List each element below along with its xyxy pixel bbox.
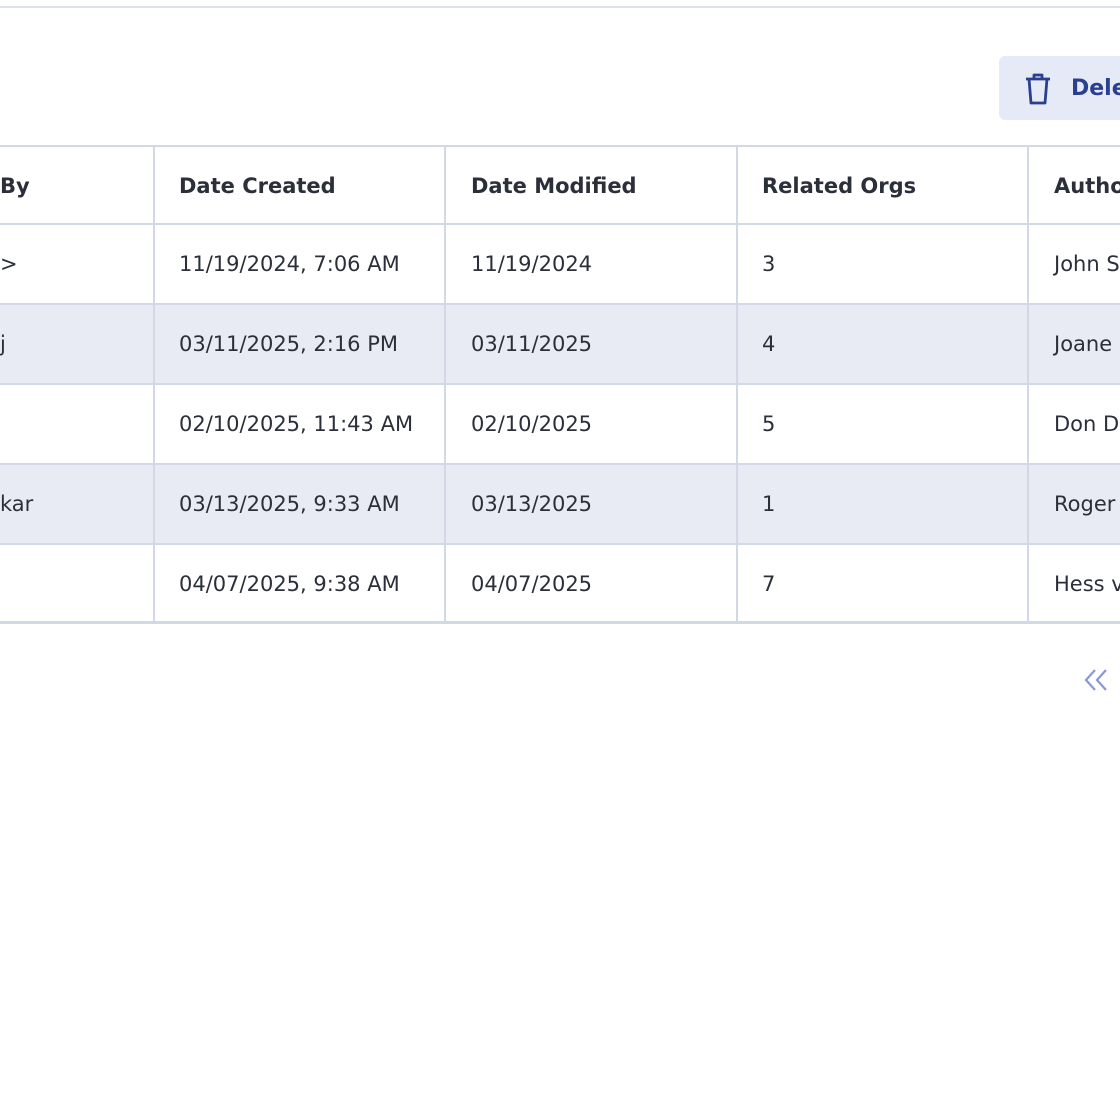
first-page-button[interactable] [1082, 667, 1110, 693]
table-cell: Roger [1054, 492, 1116, 516]
table-row: 02/10/2025, 11:43 AM 02/10/2025 5 Don D [0, 383, 1120, 463]
data-table: By Date Created Date Modified Related Orgs A… [0, 145, 1120, 625]
button-label: Dele [1071, 76, 1120, 101]
table-cell: 03/11/2025, 2:16 PM [179, 332, 399, 356]
column-divider [444, 145, 446, 623]
column-divider [736, 145, 738, 623]
trash-icon [1026, 73, 1050, 105]
delete-button[interactable]: Dele [999, 56, 1120, 120]
table-row: j 03/11/2025, 2:16 PM 03/11/2025 4 Joane [0, 303, 1120, 383]
column-header: Date Modified [471, 174, 637, 198]
column-divider [1027, 145, 1029, 623]
table-row: 04/07/2025, 9:38 AM 04/07/2025 7 Hess v [0, 543, 1120, 623]
table-cell: 7 [762, 572, 776, 596]
divider [0, 6, 1120, 8]
table-cell: 5 [762, 412, 776, 436]
table-bottom [0, 621, 1120, 624]
table-cell: 03/13/2025, 9:33 AM [179, 492, 400, 516]
table-cell: 02/10/2025 [471, 412, 593, 436]
table-cell: Hess v [1054, 572, 1120, 596]
table-cell: 11/19/2024, 7:06 AM [179, 252, 400, 276]
table-cell: j [0, 332, 6, 356]
column-divider [153, 145, 155, 623]
column-header: By [0, 174, 30, 198]
table-cell: John S [1054, 252, 1120, 276]
table-cell: 03/13/2025 [471, 492, 593, 516]
table-cell: 3 [762, 252, 776, 276]
table-cell: 04/07/2025 [471, 572, 593, 596]
table-cell: kar [0, 492, 34, 516]
header-row: By Date Created Date Modified Related Orgs A… [0, 145, 1120, 225]
table-cell: Don D [1054, 412, 1120, 436]
table-cell: 1 [762, 492, 776, 516]
table-row: >11/19/2024, 7:06 AM 11/19/2024 3 John S [0, 223, 1120, 303]
table-cell: > [0, 252, 18, 276]
column-header: Autho [1054, 174, 1120, 198]
table-cell: 02/10/2025, 11:43 AM [179, 412, 414, 436]
column-header: Related Orgs [762, 174, 917, 198]
table-row: kar 03/13/2025, 9:33 AM 03/13/2025 1 Roger [0, 463, 1120, 543]
table-cell: 04/07/2025, 9:38 AM [179, 572, 400, 596]
table-cell: 4 [762, 332, 776, 356]
table-cell: 03/11/2025 [471, 332, 593, 356]
column-header: Date Created [179, 174, 336, 198]
table-cell: Joane [1054, 332, 1113, 356]
table-cell: 11/19/2024 [471, 252, 593, 276]
